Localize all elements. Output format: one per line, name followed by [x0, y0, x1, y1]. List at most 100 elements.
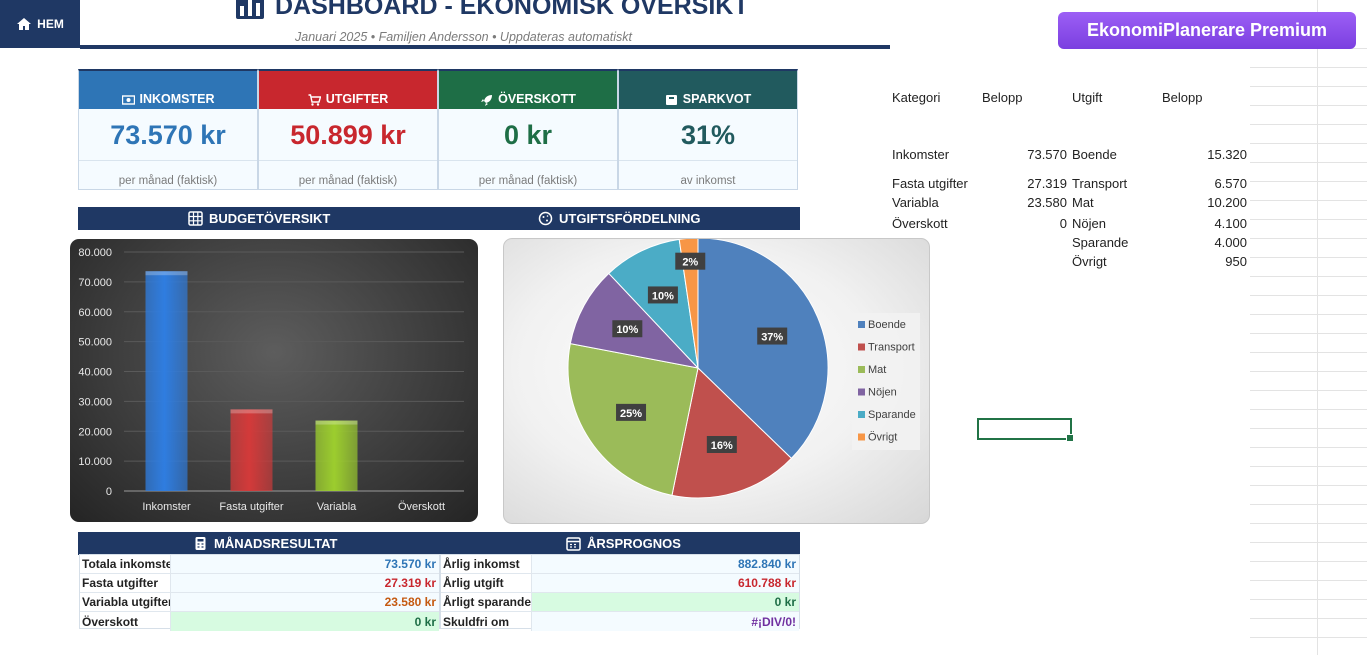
pie-data-label: 25%: [616, 403, 647, 421]
bar-highlight: [315, 420, 358, 425]
kpi-label: ÖVERSKOTT: [498, 92, 576, 106]
pie-data-label-bg: [675, 252, 706, 270]
table-row: Årlig inkomst 882.840 kr: [441, 555, 799, 574]
cart-icon: [308, 94, 321, 106]
bar-highlight: [230, 409, 273, 414]
data-table-header: Kategori Belopp Utgift Belopp: [892, 88, 1252, 107]
pie-slice-boende[interactable]: [697, 239, 829, 460]
kpi-sub: per månad (faktisk): [259, 160, 437, 189]
expense-pie-chart[interactable]: 37% 16% 25% 10% 10% 2% Boende Transport Mat Nöjen…: [503, 238, 930, 524]
results-section-header: MÅNADSRESULTAT ÅRSPROGNOS: [78, 532, 800, 555]
table-cell[interactable]: Variabla: [892, 195, 939, 210]
table-cell[interactable]: Mat: [1072, 195, 1094, 210]
x-tick-label: Inkomster: [142, 501, 191, 513]
table-row: Årligt sparande 0 kr: [441, 593, 799, 612]
table-cell[interactable]: Överskott: [892, 216, 948, 231]
home-button[interactable]: HEM: [0, 0, 80, 48]
table-cell[interactable]: 27.319: [1027, 176, 1067, 191]
legend-entry[interactable]: Transport: [868, 342, 915, 354]
kpi-value: 31%: [680, 119, 736, 150]
legend-entry[interactable]: Övrigt: [868, 432, 897, 444]
row-value[interactable]: 27.319 kr: [170, 574, 439, 592]
table-row: Fasta utgifter 27.319 Transport 6.570: [892, 174, 1252, 193]
table-cell[interactable]: Transport: [1072, 176, 1128, 191]
page-title-text: DASHBOARD - EKONOMISK ÖVERSIKT: [275, 0, 749, 20]
kpi-header: SPARKVOT: [619, 71, 797, 109]
kpi-value: 50.899 kr: [290, 119, 406, 150]
table-cell[interactable]: Inkomster: [892, 147, 950, 162]
header-cell[interactable]: Kategori: [892, 90, 941, 105]
pie-data-label-text: 10%: [652, 290, 674, 302]
pie-slice-övrigt[interactable]: [678, 239, 699, 369]
table-cell[interactable]: Fasta utgifter: [892, 176, 968, 191]
bar-variabla[interactable]: [315, 420, 358, 491]
bar-fasta-utgifter[interactable]: [230, 409, 273, 491]
y-tick-label: 40.000: [78, 367, 112, 379]
table-cell[interactable]: 10.200: [1207, 195, 1247, 210]
row-label: Årlig inkomst: [443, 557, 520, 571]
legend-entry[interactable]: Nöjen: [868, 387, 897, 399]
row-value[interactable]: #¡DIV/0!: [531, 612, 799, 631]
header-cell[interactable]: Belopp: [1162, 90, 1203, 105]
bar-chart-svg: 0 10.000 20.000 30.000 40.000 50.000 60.000 70.…: [78, 247, 464, 513]
table-cell[interactable]: 4.000: [1214, 235, 1247, 250]
table-cell[interactable]: Sparande: [1072, 235, 1129, 250]
table-row: Årlig utgift 610.788 kr: [441, 574, 799, 593]
pie-data-label-text: 37%: [761, 332, 783, 344]
row-value[interactable]: 882.840 kr: [531, 555, 799, 573]
kpi-label: INKOMSTER: [139, 92, 215, 106]
table-cell[interactable]: Nöjen: [1072, 216, 1106, 231]
legend-swatch: [858, 388, 865, 396]
row-value[interactable]: 610.788 kr: [531, 574, 799, 592]
row-value[interactable]: 73.570 kr: [170, 555, 439, 573]
pie-data-label: 2%: [675, 252, 706, 270]
home-icon: [17, 18, 32, 30]
legend-entry[interactable]: Boende: [868, 319, 906, 331]
budget-section-label: BUDGETÖVERSIKT: [209, 211, 331, 226]
sheet-grid: [1250, 48, 1367, 655]
y-tick-label: 50.000: [78, 337, 112, 349]
premium-button[interactable]: EkonomiPlanerare Premium: [1058, 12, 1356, 49]
y-tick-label: 60.000: [78, 307, 112, 319]
kpi-card-inkomster: INKOMSTER 73.570 kr per månad (faktisk): [78, 69, 258, 190]
table-cell[interactable]: 23.580: [1027, 195, 1067, 210]
table-cell[interactable]: 950: [1225, 254, 1247, 269]
x-tick-label: Variabla: [317, 501, 357, 513]
legend-entry[interactable]: Mat: [868, 364, 886, 376]
expenses-section-title: UTGIFTSFÖRDELNING: [538, 207, 701, 230]
row-value[interactable]: 23.580 kr: [170, 593, 439, 611]
y-tick-label: 70.000: [78, 277, 112, 289]
pie-slice-transport[interactable]: [671, 367, 793, 499]
legend-swatch: [858, 411, 865, 418]
legend-swatch: [858, 366, 865, 373]
legend-entry[interactable]: Sparande: [868, 409, 916, 421]
header-cell[interactable]: Utgift: [1072, 90, 1103, 105]
row-label: Årlig utgift: [443, 576, 504, 590]
table-cell[interactable]: 73.570: [1027, 147, 1067, 162]
table-cell[interactable]: 0: [1059, 216, 1067, 231]
pie-data-label-bg: [706, 435, 737, 453]
monthly-section-label: MÅNADSRESULTAT: [214, 536, 338, 551]
x-tick-label: Fasta utgifter: [219, 501, 284, 513]
table-cell[interactable]: Boende: [1072, 147, 1117, 162]
table-cell[interactable]: 15.320: [1207, 147, 1247, 162]
pie-chart-svg: 37% 16% 25% 10% 10% 2% Boende Transport Mat Nöjen…: [567, 239, 920, 499]
budget-bar-chart[interactable]: 0 10.000 20.000 30.000 40.000 50.000 60.000 70.…: [70, 239, 478, 522]
row-value[interactable]: 0 kr: [170, 612, 439, 631]
expenses-section-label: UTGIFTSFÖRDELNING: [559, 211, 701, 226]
table-cell[interactable]: 4.100: [1214, 216, 1247, 231]
monthly-result-table: Totala inkomster 73.570 kr Fasta utgifte…: [79, 554, 440, 631]
bar-inkomster[interactable]: [145, 271, 188, 491]
selected-cell[interactable]: [977, 418, 1074, 442]
yearly-forecast-table: Årlig inkomst 882.840 kr Årlig utgift 61…: [440, 554, 800, 631]
pie-slice-sparande[interactable]: [608, 239, 699, 370]
table-cell[interactable]: 6.570: [1214, 176, 1247, 191]
table-row: Överskott 0 Nöjen 4.100: [892, 214, 1252, 233]
pie-data-label-bg: [612, 320, 643, 338]
table-cell[interactable]: Övrigt: [1072, 254, 1107, 269]
row-value[interactable]: 0 kr: [531, 593, 799, 611]
y-tick-label: 80.000: [78, 247, 112, 259]
page-title: DASHBOARD - EKONOMISK ÖVERSIKT: [235, 0, 749, 21]
header-cell[interactable]: Belopp: [982, 90, 1023, 105]
pie-data-label: 16%: [706, 435, 737, 453]
